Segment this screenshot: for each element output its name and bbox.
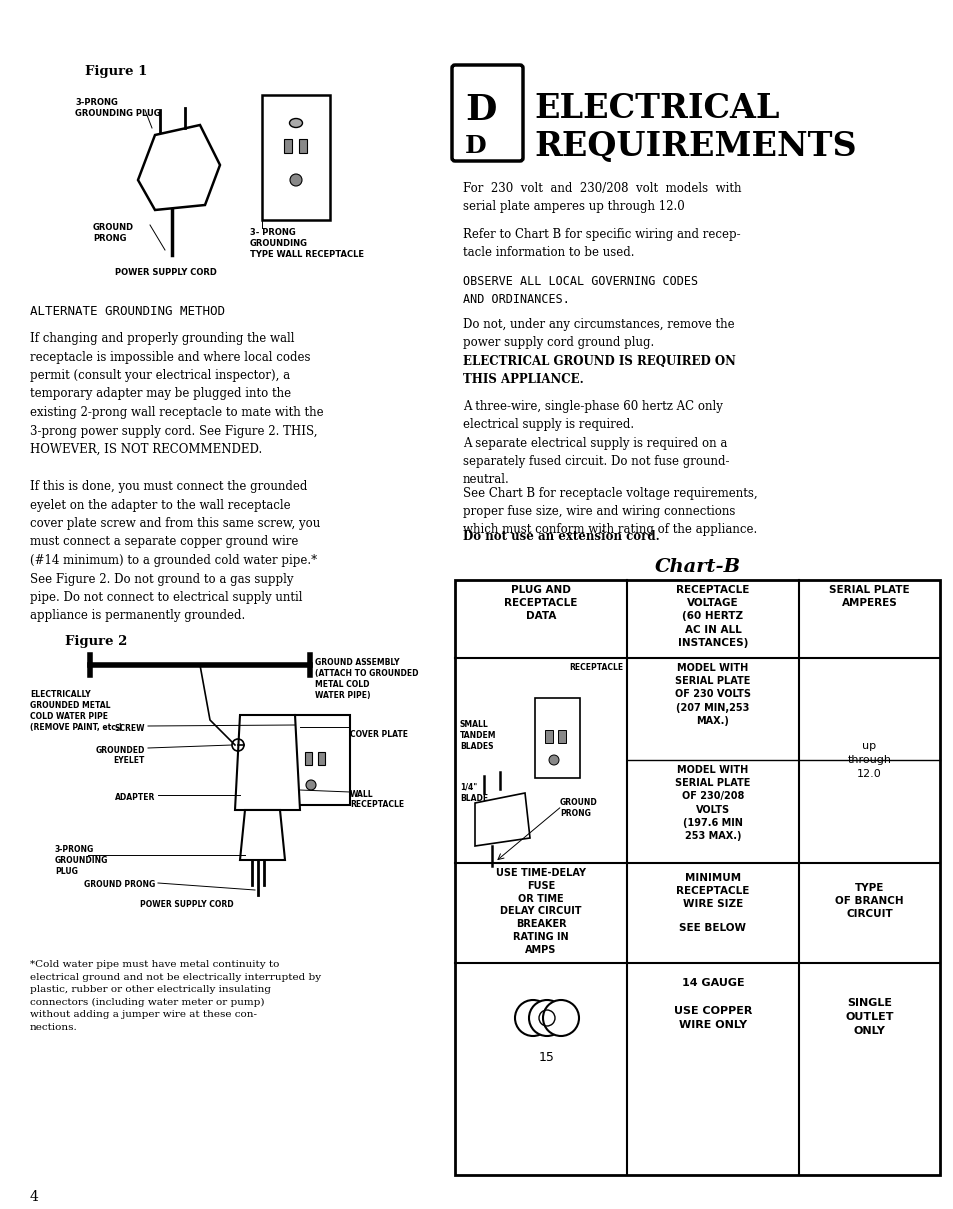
- Text: For  230  volt  and  230/208  volt  models  with
serial plate amperes up through: For 230 volt and 230/208 volt models wit…: [462, 183, 740, 213]
- Bar: [535, 698, 579, 779]
- Text: GROUND PRONG: GROUND PRONG: [84, 880, 154, 889]
- Text: SMALL
TANDEM
BLADES: SMALL TANDEM BLADES: [459, 721, 496, 751]
- Text: MODEL WITH
SERIAL PLATE
OF 230 VOLTS
(207 MIN,253
MAX.): MODEL WITH SERIAL PLATE OF 230 VOLTS (20…: [675, 663, 750, 725]
- Bar: [317, 752, 325, 765]
- Text: RECEPTACLE
VOLTAGE
(60 HERTZ
AC IN ALL
INSTANCES): RECEPTACLE VOLTAGE (60 HERTZ AC IN ALL I…: [676, 585, 749, 648]
- Text: GROUND
PRONG: GROUND PRONG: [559, 798, 598, 818]
- Text: 3-PRONG
GROUNDING
PLUG: 3-PRONG GROUNDING PLUG: [55, 845, 109, 877]
- Text: If this is done, you must connect the grounded
eyelet on the adapter to the wall: If this is done, you must connect the gr…: [30, 480, 320, 623]
- Text: TYPE
OF BRANCH
CIRCUIT: TYPE OF BRANCH CIRCUIT: [834, 883, 902, 919]
- Text: ELECTRICAL: ELECTRICAL: [534, 92, 779, 125]
- Text: Refer to Chart B for specific wiring and recep-
tacle information to be used.: Refer to Chart B for specific wiring and…: [462, 229, 740, 259]
- Text: POWER SUPPLY CORD: POWER SUPPLY CORD: [140, 899, 233, 909]
- Bar: [284, 139, 292, 154]
- Text: D: D: [464, 134, 486, 158]
- FancyBboxPatch shape: [452, 65, 522, 161]
- Text: D: D: [464, 93, 496, 127]
- Bar: [305, 752, 312, 765]
- Text: A separate electrical supply is required on a
separately fused circuit. Do not f: A separate electrical supply is required…: [462, 436, 729, 486]
- Text: SINGLE
OUTLET
ONLY: SINGLE OUTLET ONLY: [844, 997, 893, 1036]
- Text: *Cold water pipe must have metal continuity to
electrical ground and not be elec: *Cold water pipe must have metal continu…: [30, 960, 321, 1031]
- Text: SERIAL PLATE
AMPERES: SERIAL PLATE AMPERES: [828, 585, 909, 608]
- Text: RECEPTACLE: RECEPTACLE: [568, 663, 622, 672]
- Bar: [262, 96, 330, 220]
- Text: COVER PLATE: COVER PLATE: [350, 730, 408, 739]
- Text: Do not, under any circumstances, remove the
power supply cord ground plug.: Do not, under any circumstances, remove …: [462, 318, 734, 349]
- Text: Chart-B: Chart-B: [654, 559, 740, 575]
- Circle shape: [306, 780, 315, 789]
- Bar: [544, 730, 553, 744]
- Text: Figure 2: Figure 2: [65, 635, 128, 648]
- Text: ALTERNATE GROUNDING METHOD: ALTERNATE GROUNDING METHOD: [30, 305, 225, 318]
- Text: MINIMUM
RECEPTACLE
WIRE SIZE: MINIMUM RECEPTACLE WIRE SIZE: [676, 873, 749, 909]
- Text: USE TIME-DELAY
FUSE
OR TIME
DELAY CIRCUIT
BREAKER
RATING IN
AMPS: USE TIME-DELAY FUSE OR TIME DELAY CIRCUI…: [496, 868, 585, 955]
- Text: ADAPTER: ADAPTER: [114, 793, 154, 802]
- Text: GROUND ASSEMBLY
(ATTACH TO GROUNDED
METAL COLD
WATER PIPE): GROUND ASSEMBLY (ATTACH TO GROUNDED META…: [314, 658, 418, 700]
- Text: 3- PRONG
GROUNDING
TYPE WALL RECEPTACLE: 3- PRONG GROUNDING TYPE WALL RECEPTACLE: [250, 229, 364, 259]
- Text: GROUND
PRONG: GROUND PRONG: [92, 222, 134, 243]
- Text: ELECTRICALLY
GROUNDED METAL
COLD WATER PIPE
(REMOVE PAINT, etc.): ELECTRICALLY GROUNDED METAL COLD WATER P…: [30, 690, 122, 733]
- Text: ELECTRICAL GROUND IS REQUIRED ON
THIS APPLIANCE.: ELECTRICAL GROUND IS REQUIRED ON THIS AP…: [462, 355, 735, 386]
- Polygon shape: [475, 793, 530, 846]
- Circle shape: [542, 1000, 578, 1036]
- Circle shape: [548, 754, 558, 765]
- Bar: [298, 139, 307, 154]
- Circle shape: [294, 721, 305, 730]
- Text: up
through
12.0: up through 12.0: [846, 741, 890, 779]
- Text: SCREW: SCREW: [114, 724, 145, 733]
- Text: If changing and properly grounding the wall
receptacle is impossible and where l: If changing and properly grounding the w…: [30, 332, 323, 456]
- Polygon shape: [138, 125, 220, 210]
- Text: SEE BELOW: SEE BELOW: [679, 922, 745, 933]
- Circle shape: [529, 1000, 564, 1036]
- Circle shape: [515, 1000, 551, 1036]
- Polygon shape: [240, 810, 285, 860]
- Bar: [558, 730, 565, 744]
- Text: MODEL WITH
SERIAL PLATE
OF 230/208
VOLTS
(197.6 MIN
253 MAX.): MODEL WITH SERIAL PLATE OF 230/208 VOLTS…: [675, 765, 750, 841]
- Text: 14 GAUGE

USE COPPER
WIRE ONLY: 14 GAUGE USE COPPER WIRE ONLY: [673, 978, 751, 1030]
- Text: Figure 1: Figure 1: [85, 65, 147, 79]
- Text: See Chart B for receptacle voltage requirements,
proper fuse size, wire and wiri: See Chart B for receptacle voltage requi…: [462, 487, 757, 536]
- Polygon shape: [234, 715, 299, 810]
- Text: 3-PRONG
GROUNDING PLUG: 3-PRONG GROUNDING PLUG: [75, 98, 160, 118]
- Text: OBSERVE ALL LOCAL GOVERNING CODES
AND ORDINANCES.: OBSERVE ALL LOCAL GOVERNING CODES AND OR…: [462, 274, 698, 306]
- Text: PLUG AND
RECEPTACLE
DATA: PLUG AND RECEPTACLE DATA: [504, 585, 578, 621]
- Bar: [294, 715, 350, 805]
- Text: WALL
RECEPTACLE: WALL RECEPTACLE: [350, 789, 404, 809]
- Text: 1/4"
BLADE: 1/4" BLADE: [459, 783, 488, 803]
- Text: GROUNDED
EYELET: GROUNDED EYELET: [95, 746, 145, 765]
- Bar: [455, 580, 939, 1175]
- Text: 4: 4: [30, 1190, 39, 1204]
- Text: 15: 15: [538, 1051, 555, 1064]
- Circle shape: [290, 174, 302, 186]
- Text: REQUIREMENTS: REQUIREMENTS: [534, 129, 856, 162]
- Ellipse shape: [289, 118, 302, 127]
- Text: Do not use an extension cord.: Do not use an extension cord.: [462, 530, 659, 543]
- Text: A three-wire, single-phase 60 hertz AC only
electrical supply is required.: A three-wire, single-phase 60 hertz AC o…: [462, 400, 722, 430]
- Text: POWER SUPPLY CORD: POWER SUPPLY CORD: [115, 268, 216, 277]
